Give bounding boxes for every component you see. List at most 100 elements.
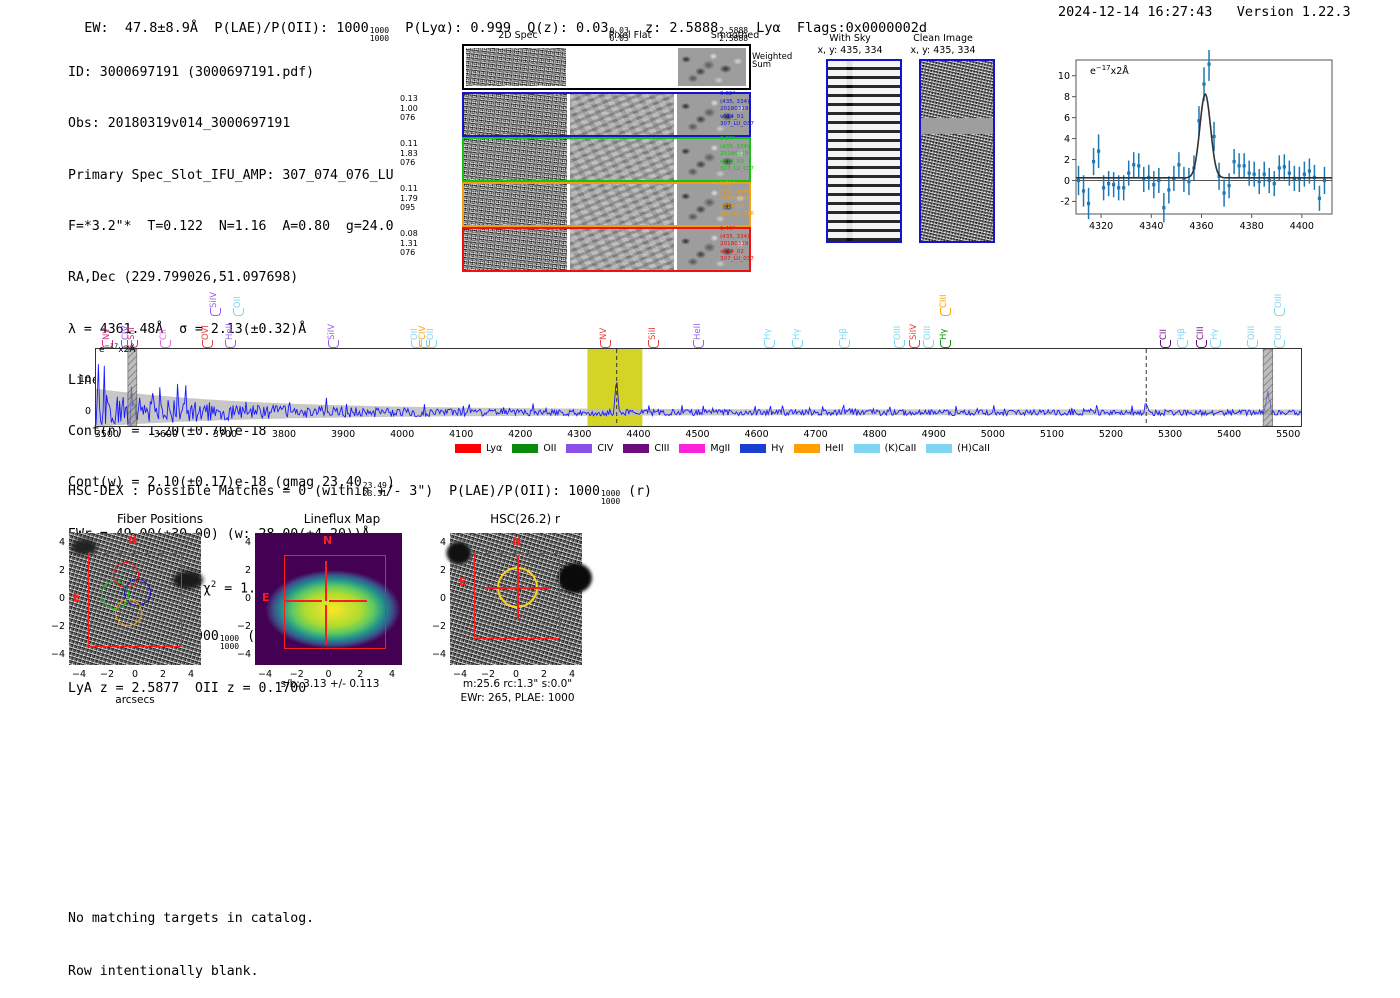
emission-line-brace	[763, 340, 775, 348]
xtick-label: 4500	[685, 429, 710, 440]
row-left-stats: 0.11 1.83 076	[400, 139, 418, 168]
col-title-smoothed: Smoothed	[710, 30, 760, 41]
emission-line-label: OVI	[201, 325, 212, 340]
emission-line-label: HeII	[692, 323, 703, 340]
cutout-xtick: −2	[289, 669, 304, 680]
emission-line-brace	[923, 340, 935, 348]
emission-line-brace	[201, 340, 213, 348]
legend-item: OII	[512, 443, 556, 454]
emission-line-brace	[102, 340, 114, 348]
with-sky-image[interactable]	[826, 59, 902, 243]
north-marker: N	[128, 534, 138, 547]
with-sky-title: With Sky	[829, 33, 871, 44]
emission-line-brace	[893, 340, 905, 348]
svg-text:4340: 4340	[1139, 221, 1163, 232]
header-plae-fraction: 1000 1000	[369, 26, 390, 44]
hsc-r-image[interactable]: N E	[446, 533, 592, 665]
spec2d-row[interactable]	[462, 227, 751, 272]
xtick-label: 5500	[1276, 429, 1301, 440]
emission-line-brace	[225, 340, 237, 348]
cutout-xtick: 0	[131, 669, 139, 680]
clean-image[interactable]	[919, 59, 995, 243]
header-z-fraction: 2.5888 2.5888	[719, 26, 749, 44]
fiber-positions-fov-box	[88, 553, 182, 647]
xtick-label: 4700	[803, 429, 828, 440]
full-spectrum-axes[interactable]	[95, 348, 1302, 427]
legend-swatch	[926, 444, 953, 453]
line-profile-unit-label: e−17x2Å	[1090, 64, 1129, 78]
emission-line-label: NV	[599, 327, 610, 340]
gmag-fraction: 23.49 23.31	[362, 480, 387, 498]
emission-line-label: OIII	[893, 325, 904, 340]
fiber-circle-orange[interactable]	[115, 599, 142, 626]
spec2d-row[interactable]	[462, 137, 751, 182]
hsc-crosshair-horizontal	[486, 587, 549, 589]
footer-line-1: No matching targets in catalog.	[68, 911, 315, 926]
svg-text:0: 0	[1064, 176, 1070, 187]
xtick-label: 3500	[94, 429, 119, 440]
emission-line-brace	[1247, 340, 1259, 348]
emission-line-label: Hβ	[838, 328, 849, 340]
cutout-xtick: −2	[480, 669, 495, 680]
legend-swatch	[512, 444, 539, 453]
line-profile-plot[interactable]: 4320 4340 4360 4380 4400 -2 0 2 4 6 8 10 e−17x2Å	[1040, 47, 1340, 250]
emission-line-label: NV	[101, 327, 112, 340]
emission-line-label: SiIV	[908, 323, 919, 340]
cutout-xtick: 4	[187, 669, 195, 680]
lineflux-map-title: Lineflux Map	[303, 512, 381, 526]
row-left-stats: 0.13 1.00 076	[400, 94, 418, 123]
row-pixelflat-image	[570, 94, 674, 135]
lineflux-map-image[interactable]: N E	[255, 533, 402, 665]
header-ew: EW: 47.8±8.9Å	[84, 20, 199, 36]
svg-text:8: 8	[1064, 92, 1070, 103]
info-cont-wide: Cont(w) = 2.10(±0.17)e-18 (gmag 23.40 23.…	[68, 475, 395, 498]
emission-line-label: Hγ	[791, 328, 802, 340]
emission-line-label: CII	[159, 329, 170, 340]
weighted-sum-smoothed	[678, 48, 746, 86]
cutout-xtick: −4	[452, 669, 467, 680]
xtick-label: 3800	[271, 429, 297, 440]
emission-line-label: Hγ	[1209, 328, 1220, 340]
legend-swatch	[679, 444, 706, 453]
line-profile-svg: 4320 4340 4360 4380 4400 -2 0 2 4 6 8 10	[1058, 47, 1333, 232]
emission-line-brace	[209, 308, 221, 316]
cutout-ytick: −2	[431, 621, 446, 632]
info-cont-narrow: Cont(n) = 1.20(±0.70)e-18	[68, 424, 267, 440]
east-marker: E	[73, 591, 81, 604]
col-title-2dspec: 2D Spec	[498, 30, 538, 41]
cutout-xtick: 2	[357, 669, 364, 680]
xtick-label: 3600	[153, 429, 178, 440]
svg-text:4360: 4360	[1189, 221, 1213, 232]
hsc-source-blob-left	[446, 541, 472, 565]
info-redshifts: LyA z = 2.5877 OII z = 0.1700	[68, 680, 307, 696]
svg-text:6: 6	[1064, 113, 1070, 124]
dark-blob-left	[71, 539, 97, 555]
weighted-sum-2dspec	[466, 48, 566, 86]
cutout-ytick: 4	[244, 537, 251, 548]
row-2dspec-image	[464, 184, 567, 225]
header-plae-label: P(LAE)/P(OII): 1000	[214, 20, 369, 36]
hsc-fov-box	[474, 553, 560, 639]
row-left-stats: 0.08 1.31 076	[400, 229, 418, 258]
emission-line-brace	[426, 340, 437, 348]
svg-text:-2: -2	[1061, 197, 1070, 208]
lineflux-map-xlabel: s/b: 3.13 +/- 0.113	[280, 678, 380, 690]
lineflux-crosshair-right	[329, 600, 367, 602]
spec2d-row[interactable]	[462, 182, 751, 227]
spec2d-row[interactable]	[462, 92, 751, 137]
cutout-ytick: −2	[50, 621, 65, 632]
legend-item: HeII	[794, 443, 844, 454]
fiber-positions-image[interactable]: N E	[69, 533, 203, 665]
weighted-sum-label: Weighted Sum	[752, 52, 793, 71]
clean-image-coords: x, y: 435, 334	[910, 45, 976, 56]
clean-image-mask-band	[921, 118, 993, 134]
legend-label: MgII	[710, 443, 731, 454]
emission-line-label: CIII	[939, 294, 950, 308]
hsc-r-sublabel: EWr: 265, PLAE: 1000	[460, 692, 575, 704]
lineflux-crosshair-left	[284, 600, 322, 602]
cutout-ytick: 2	[58, 565, 65, 576]
xtick-label: 4200	[508, 429, 533, 440]
cutout-ytick: 0	[244, 593, 251, 604]
xtick-label: 4300	[567, 429, 592, 440]
cutout-ytick: 2	[439, 565, 446, 576]
